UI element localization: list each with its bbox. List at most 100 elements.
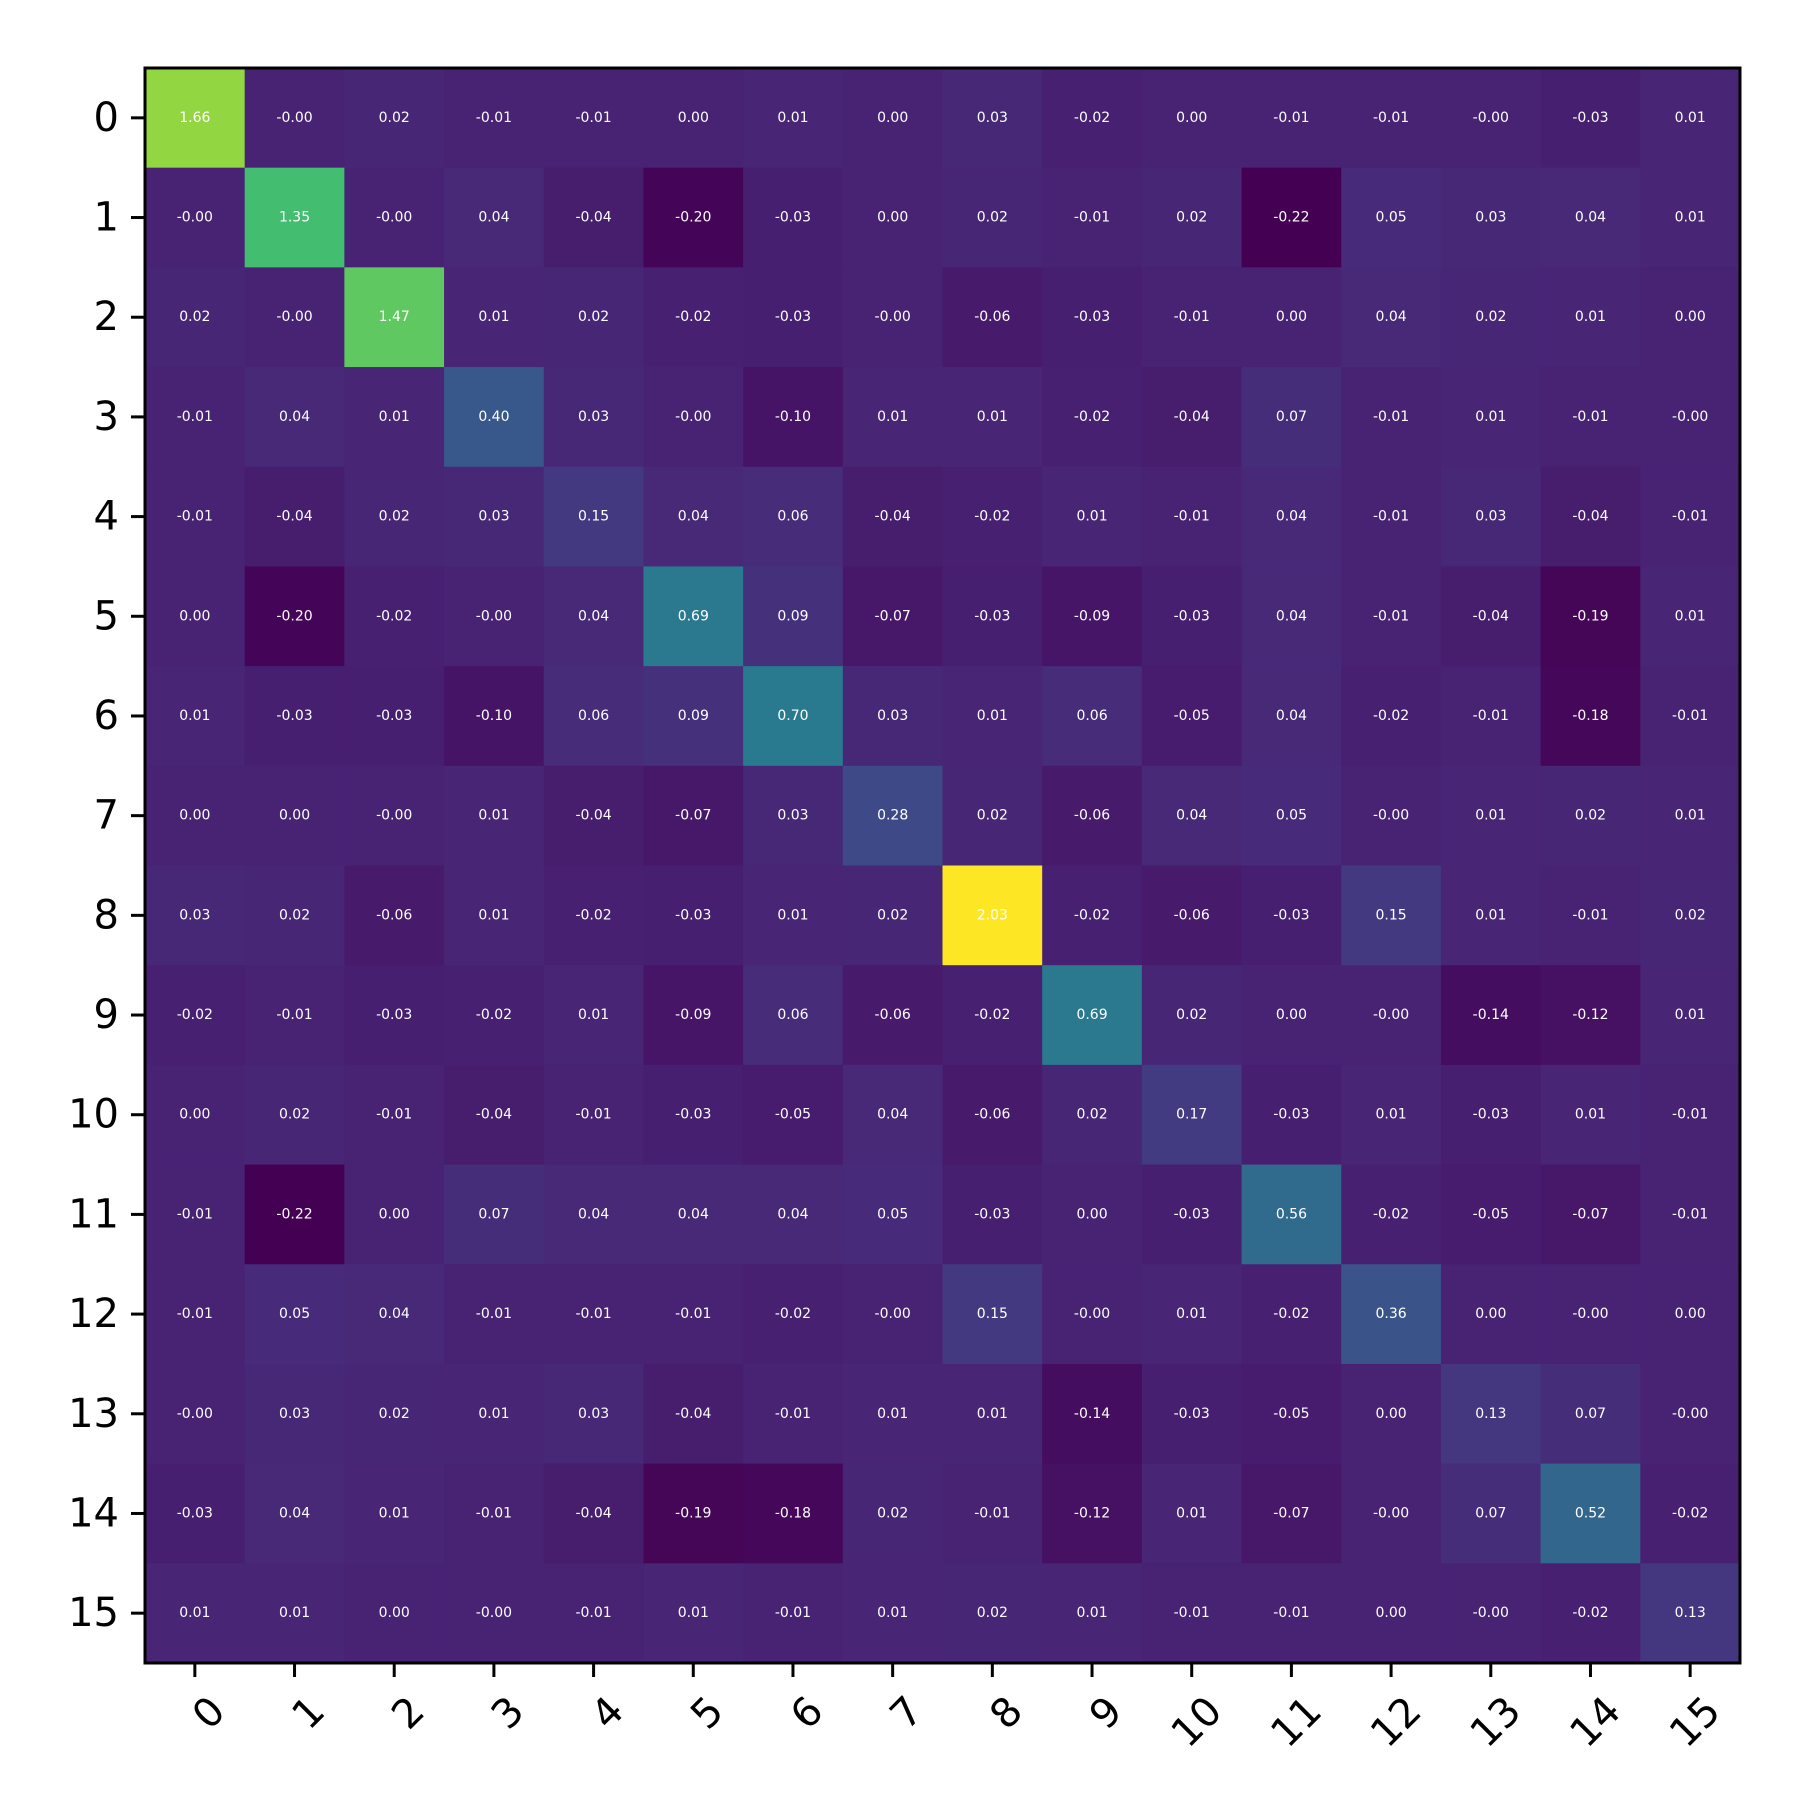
cell-value-label: 0.01 <box>1076 1605 1107 1621</box>
cell-value-label: 0.01 <box>1575 1107 1606 1123</box>
heatmap-cell-r2-c13 <box>1440 267 1542 368</box>
y-tick-label: 12 <box>68 1291 119 1337</box>
heatmap-cell-r5-c2 <box>344 566 445 667</box>
heatmap-cell-r1-c7 <box>842 167 944 268</box>
cell-value-label: -0.02 <box>974 509 1010 525</box>
heatmap-cell-r14-c8 <box>942 1463 1043 1564</box>
cell-value-label: 0.40 <box>478 409 509 425</box>
cell-value-label: 0.06 <box>777 509 808 525</box>
cell-value-label: 0.70 <box>777 708 808 724</box>
heatmap-cell-r14-c9 <box>1042 1463 1143 1564</box>
cell-value-label: -0.00 <box>376 808 412 824</box>
cell-value-label: 0.00 <box>877 110 908 126</box>
cell-value-label: 0.02 <box>279 1107 310 1123</box>
cell-value-label: -0.04 <box>1473 608 1509 624</box>
y-tick-label: 15 <box>68 1590 119 1636</box>
heatmap-cell-r14-c11 <box>1241 1463 1342 1564</box>
cell-value-label: -0.01 <box>1672 1206 1708 1222</box>
cell-value-label: -0.05 <box>1174 708 1210 724</box>
cell-value-label: 0.02 <box>877 1505 908 1521</box>
cell-value-label: 0.02 <box>379 509 410 525</box>
heatmap-cell-r11-c14 <box>1540 1164 1641 1265</box>
cell-value-label: 0.02 <box>1176 1007 1207 1023</box>
cell-value-label: -0.07 <box>675 808 711 824</box>
cell-value-label: -0.01 <box>775 1605 811 1621</box>
cell-value-label: -0.01 <box>1672 708 1708 724</box>
heatmap-cell-r13-c3 <box>444 1363 545 1465</box>
heatmap-cell-r3-c14 <box>1540 367 1641 468</box>
cell-value-label: -0.01 <box>675 1306 711 1322</box>
heatmap-cell-r3-c5 <box>643 367 744 468</box>
y-tick-label: 1 <box>94 195 119 241</box>
cell-value-label: 0.04 <box>1176 808 1207 824</box>
cell-value-label: 0.00 <box>179 808 210 824</box>
cell-value-label: -0.00 <box>476 608 512 624</box>
y-tick-label: 10 <box>68 1092 119 1138</box>
cell-value-label: 0.01 <box>1675 808 1706 824</box>
heatmap-cell-r2-c12 <box>1341 267 1442 368</box>
heatmap-cell-r7-c15 <box>1640 765 1741 867</box>
cell-value-label: -0.03 <box>1174 1406 1210 1422</box>
heatmap-cell-r7-c14 <box>1540 765 1641 867</box>
heatmap-cell-r12-c7 <box>842 1264 944 1365</box>
cell-value-label: 0.01 <box>777 907 808 923</box>
heatmap-cell-r12-c9 <box>1042 1264 1143 1365</box>
heatmap-cell-r2-c6 <box>743 267 844 368</box>
cell-value-label: 0.02 <box>379 110 410 126</box>
cell-value-label: 0.28 <box>877 808 908 824</box>
heatmap-cell-r4-c0 <box>145 466 246 568</box>
heatmap-cell-r1-c4 <box>543 167 645 268</box>
cell-value-label: -0.06 <box>1074 808 1110 824</box>
heatmap-cell-r13-c8 <box>942 1363 1043 1465</box>
cell-value-label: -0.01 <box>376 1107 412 1123</box>
heatmap-cell-r10-c1 <box>244 1064 345 1166</box>
heatmap-cell-r7-c1 <box>244 765 345 867</box>
cell-value-label: 0.01 <box>877 1605 908 1621</box>
heatmap-cell-r15-c3 <box>444 1563 545 1664</box>
cell-value-label: 0.01 <box>478 1406 509 1422</box>
cell-value-label: 0.02 <box>977 210 1008 226</box>
cell-value-label: -0.09 <box>1074 608 1110 624</box>
cell-value-label: -0.00 <box>1672 1406 1708 1422</box>
cell-value-label: 0.69 <box>1076 1007 1107 1023</box>
cell-value-label: 0.00 <box>1276 1007 1307 1023</box>
cell-value-label: -0.01 <box>1174 509 1210 525</box>
cell-value-label: 0.01 <box>1675 608 1706 624</box>
heatmap-cell-r14-c1 <box>244 1463 345 1564</box>
heatmap-cell-r0-c1 <box>244 68 345 169</box>
cell-value-label: -0.01 <box>1373 608 1409 624</box>
heatmap-cell-r11-c6 <box>743 1164 844 1265</box>
heatmap-cell-r1-c10 <box>1141 167 1243 268</box>
cell-value-label: -0.01 <box>775 1406 811 1422</box>
cell-value-label: 0.03 <box>578 409 609 425</box>
y-tick-label: 5 <box>94 593 119 639</box>
heatmap-cell-r15-c6 <box>743 1563 844 1664</box>
cell-value-label: 0.00 <box>379 1605 410 1621</box>
heatmap-cell-r5-c0 <box>145 566 246 667</box>
cell-value-label: 1.66 <box>179 110 210 126</box>
cell-value-label: -0.04 <box>575 808 611 824</box>
cell-value-label: 0.00 <box>179 1107 210 1123</box>
cell-value-label: -0.03 <box>376 1007 412 1023</box>
cell-value-label: -0.20 <box>276 608 312 624</box>
heatmap-cell-r13-c15 <box>1640 1363 1741 1465</box>
cell-value-label: -0.00 <box>1373 1007 1409 1023</box>
cell-value-label: -0.00 <box>1473 1605 1509 1621</box>
heatmap-cell-r11-c7 <box>842 1164 944 1265</box>
heatmap-cell-r2-c11 <box>1241 267 1342 368</box>
heatmap-cell-r9-c8 <box>942 965 1043 1066</box>
heatmap-cell-r10-c2 <box>344 1064 445 1166</box>
cell-value-label: 0.09 <box>678 708 709 724</box>
cell-value-label: 0.04 <box>1276 608 1307 624</box>
heatmap-cell-r8-c9 <box>1042 865 1143 966</box>
y-tick-label: 9 <box>94 992 119 1038</box>
cell-value-label: -0.02 <box>1074 409 1110 425</box>
cell-value-label: 0.00 <box>179 608 210 624</box>
cell-value-label: -0.03 <box>675 1107 711 1123</box>
cell-value-label: -0.00 <box>1473 110 1509 126</box>
cell-value-label: -0.02 <box>376 608 412 624</box>
heatmap-cell-r13-c13 <box>1440 1363 1542 1465</box>
cell-value-label: 0.02 <box>1675 907 1706 923</box>
cell-value-label: -0.03 <box>775 210 811 226</box>
heatmap-cell-r6-c3 <box>444 666 545 767</box>
